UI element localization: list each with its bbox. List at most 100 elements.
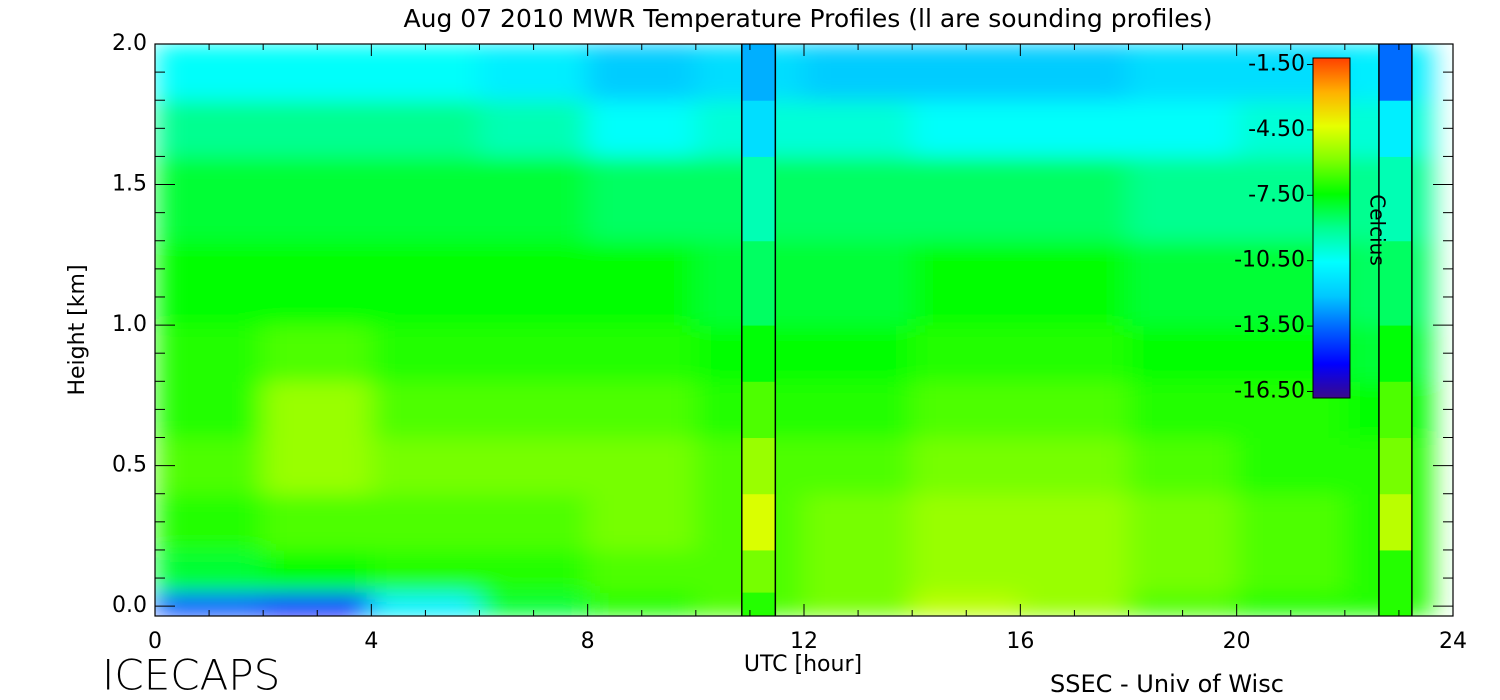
heat-cell	[155, 324, 264, 382]
heat-cell	[478, 380, 589, 439]
heat-cell	[803, 99, 913, 158]
heat-cell	[478, 240, 589, 326]
heat-cell	[1127, 493, 1238, 551]
heat-cell	[262, 493, 372, 551]
heat-cell	[911, 549, 1021, 593]
heat-cell	[262, 44, 372, 101]
heat-cell	[370, 155, 481, 242]
heat-cell	[1236, 436, 1346, 495]
sounding-cell	[741, 592, 776, 617]
heat-cell	[803, 380, 913, 439]
heat-cell	[1127, 380, 1238, 439]
heat-cell	[911, 380, 1021, 439]
sounding-cell	[741, 493, 776, 551]
heat-cell	[478, 493, 589, 551]
heat-cell	[1019, 99, 1130, 158]
heat-cell	[1019, 436, 1130, 495]
heat-cell	[1127, 99, 1238, 158]
heat-cell	[155, 240, 264, 326]
heat-cell	[262, 99, 372, 158]
heat-cell	[155, 493, 264, 551]
x-tick-label: 24	[1439, 629, 1467, 654]
heat-cell	[262, 380, 372, 439]
sounding-cell	[1378, 44, 1412, 101]
sounding-cell	[1378, 325, 1412, 382]
sounding-cell	[741, 100, 776, 157]
heat-cell	[587, 436, 697, 495]
heat-cell	[587, 240, 697, 326]
heat-cell	[155, 549, 264, 593]
colorbar-tick-label: -4.50	[1248, 117, 1305, 142]
sounding-cell	[1378, 156, 1412, 242]
heat-cell	[911, 44, 1021, 101]
y-axis-label: Height [km]	[65, 264, 90, 395]
colorbar	[1312, 57, 1351, 399]
heat-cell	[587, 324, 697, 382]
heat-cell	[370, 99, 481, 158]
heat-cell	[478, 99, 589, 158]
heat-cell	[587, 380, 697, 439]
y-tick-label: 1.0	[112, 312, 147, 337]
heat-cell	[155, 380, 264, 439]
heat-cell	[370, 549, 481, 593]
heat-cell	[587, 155, 697, 242]
heat-cell	[1019, 549, 1130, 593]
heat-cell	[1127, 240, 1238, 326]
x-tick-label: 0	[148, 629, 162, 654]
heat-cell	[370, 44, 481, 101]
heat-cell	[478, 44, 589, 101]
sounding-cell	[741, 437, 776, 495]
colorbar-tick-label: -10.50	[1234, 248, 1305, 273]
heat-cell	[1019, 44, 1130, 101]
heat-cell	[911, 436, 1021, 495]
heat-cell	[370, 380, 481, 439]
heat-cell	[803, 493, 913, 551]
chart-title: Aug 07 2010 MWR Temperature Profiles (ll…	[404, 4, 1213, 33]
x-tick-label: 8	[581, 629, 595, 654]
heat-cell	[587, 99, 697, 158]
heat-cell	[587, 44, 697, 101]
heat-cell	[155, 99, 264, 158]
heat-cell	[1127, 436, 1238, 495]
heat-cell	[155, 44, 264, 101]
heat-cell	[1236, 493, 1346, 551]
y-tick-label: 0.0	[112, 593, 147, 618]
heat-cell	[370, 240, 481, 326]
sounding-cell	[741, 549, 776, 593]
sounding-cell	[1378, 592, 1412, 617]
x-axis-label: UTC [hour]	[744, 652, 862, 677]
x-tick-label: 16	[1006, 629, 1034, 654]
heat-cell	[262, 549, 372, 593]
heat-cell	[1127, 155, 1238, 242]
colorbar-tick-label: -7.50	[1248, 182, 1305, 207]
y-tick-label: 2.0	[112, 31, 147, 56]
heat-cell	[1019, 240, 1130, 326]
heat-cell	[1127, 44, 1238, 101]
heat-cell	[911, 99, 1021, 158]
heat-cell	[262, 436, 372, 495]
heat-cell	[587, 493, 697, 551]
x-tick-label: 20	[1223, 629, 1251, 654]
heat-cell	[370, 493, 481, 551]
heat-cell	[262, 155, 372, 242]
heat-cell	[1127, 549, 1238, 593]
heat-cell	[1019, 324, 1130, 382]
colorbar-label: Celcius	[1366, 194, 1390, 265]
sounding-cell	[741, 44, 776, 101]
sounding-cell	[1378, 437, 1412, 495]
sounding-cell	[1378, 100, 1412, 157]
heatmap	[155, 44, 1432, 616]
sounding-cell	[741, 156, 776, 242]
heat-cell	[262, 324, 372, 382]
sounding-cell	[1378, 549, 1412, 593]
y-tick-label: 0.5	[112, 453, 147, 478]
heat-cell	[1019, 155, 1130, 242]
heat-cell	[803, 155, 913, 242]
sounding-cell	[741, 381, 776, 439]
colorbar-tick-label: -13.50	[1234, 313, 1305, 338]
sounding-cell	[1378, 381, 1412, 439]
y-tick-label: 1.5	[112, 172, 147, 197]
sounding-cell	[741, 325, 776, 382]
sounding-cell	[1378, 493, 1412, 551]
